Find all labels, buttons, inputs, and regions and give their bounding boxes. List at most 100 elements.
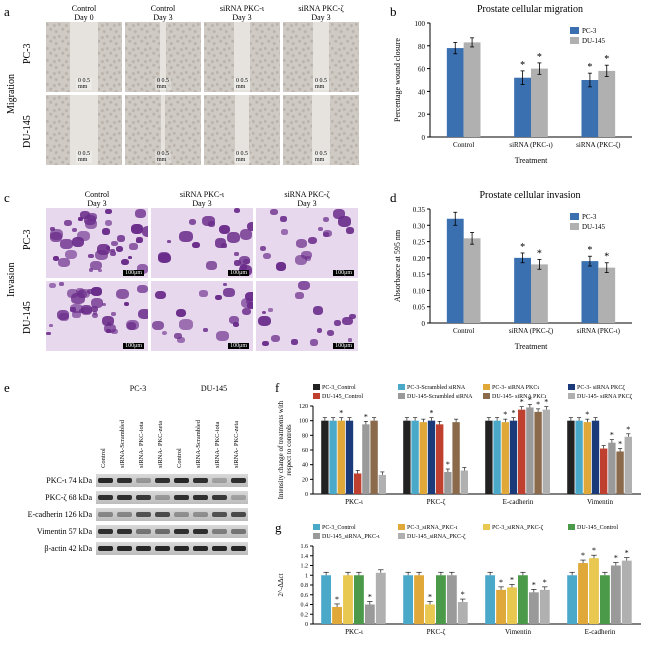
svg-text:0.8: 0.8: [301, 583, 309, 589]
svg-text:PC-3_Control: PC-3_Control: [322, 385, 356, 391]
svg-text:80: 80: [418, 43, 426, 51]
svg-text:respect to controls: respect to controls: [285, 424, 293, 476]
svg-text:*: *: [368, 593, 372, 602]
svg-text:PKC-ζ: PKC-ζ: [427, 498, 446, 506]
svg-text:1.2: 1.2: [301, 564, 309, 570]
inv-cell: 100μm: [151, 208, 253, 278]
inv-col-head: ControlDay 3: [46, 190, 148, 208]
svg-text:Intensity change of treatments: Intensity change of treatments with: [277, 400, 285, 499]
svg-text:siRNA (PKC-ζ): siRNA (PKC-ζ): [576, 141, 621, 149]
svg-text:*: *: [592, 546, 596, 555]
mig-cell: 0 0.5mm: [204, 22, 280, 92]
svg-text:0.25: 0.25: [413, 239, 426, 247]
svg-text:PC-3- siRNA PKCζ: PC-3- siRNA PKCζ: [577, 384, 625, 391]
panel-label-b: b: [390, 4, 397, 20]
svg-text:DU-145: DU-145: [582, 223, 605, 231]
chart-d-title: Prostate cellular invasion: [420, 190, 640, 201]
blot-lane: [96, 542, 115, 555]
mig-cell: 0 0.5mm: [204, 95, 280, 165]
panel-a-migration: a Migration PC-3 DU-145 ControlDay 0Cont…: [4, 4, 374, 184]
svg-text:siRNA (PKC-ι): siRNA (PKC-ι): [509, 141, 553, 149]
mig-col-head: siRNA PKC-ιDay 3: [204, 4, 280, 22]
svg-text:2^-ΔΔct: 2^-ΔΔct: [277, 573, 285, 596]
blot-row: PKC-ζ 68 kDa: [4, 491, 248, 504]
svg-text:1: 1: [305, 573, 308, 579]
blot-lane: [153, 542, 172, 555]
invasion-side-label: Invasion: [6, 250, 17, 310]
svg-text:100: 100: [299, 419, 308, 425]
mig-cell: 0 0.5mm: [125, 22, 201, 92]
svg-text:*: *: [585, 410, 589, 419]
svg-text:80: 80: [302, 433, 308, 439]
svg-text:0.6: 0.6: [301, 593, 309, 599]
lane-header: siRNA-Scrambled: [195, 398, 214, 468]
svg-text:*: *: [520, 242, 525, 253]
svg-text:DU-145-Scrambled siRNA: DU-145-Scrambled siRNA: [407, 394, 473, 400]
blot-lane: [172, 525, 191, 538]
blot-lane: [191, 542, 210, 555]
blot-lane: [153, 508, 172, 521]
svg-text:PKC-ζ: PKC-ζ: [427, 628, 446, 636]
panel-b-chart: b Prostate cellular migration 0204060801…: [390, 4, 640, 174]
svg-text:*: *: [339, 409, 343, 418]
chart-b-svg: 020406080100Percentage wound closureTrea…: [390, 15, 640, 165]
svg-text:60: 60: [418, 66, 426, 74]
blot-lane: [115, 508, 134, 521]
inv-grid: 100μm100μm100μm100μm100μm100μm: [46, 208, 358, 351]
mig-cell: 0 0.5mm: [46, 95, 122, 165]
chart-b-title: Prostate cellular migration: [420, 4, 640, 15]
svg-text:*: *: [610, 431, 614, 440]
panel-label-f: f: [275, 380, 279, 396]
svg-text:*: *: [364, 412, 368, 421]
panel-f-chart: f 020406080100120Intensity change of tre…: [275, 380, 645, 510]
svg-text:*: *: [428, 593, 432, 602]
lane-header: siRNA- PKC-zeta: [157, 398, 176, 468]
scale-bar: 0 0.5mm: [155, 151, 171, 163]
svg-text:PKC-ι: PKC-ι: [345, 498, 363, 506]
blot-lane: [229, 474, 248, 487]
svg-text:*: *: [543, 578, 547, 587]
inv-col-head: siRNA PKC-ζDay 3: [256, 190, 358, 208]
scale-bar: 0 0.5mm: [234, 151, 250, 163]
svg-text:DU-145: DU-145: [582, 37, 605, 45]
blot-lane: [96, 474, 115, 487]
svg-text:20: 20: [418, 111, 426, 119]
scale-bar: 0 0.5mm: [76, 78, 92, 90]
svg-text:Treatment: Treatment: [515, 156, 548, 165]
svg-text:PC-3-Scrambled siRNA: PC-3-Scrambled siRNA: [407, 385, 466, 391]
svg-text:PKC-ι: PKC-ι: [345, 628, 363, 636]
svg-text:*: *: [335, 595, 339, 604]
svg-text:100: 100: [415, 20, 426, 28]
blot-row: β-actin 42 kDa: [4, 542, 248, 555]
svg-text:0.10: 0.10: [413, 287, 426, 295]
blot-lane: [115, 525, 134, 538]
blot-label: Vimentin 57 kDa: [4, 527, 96, 536]
blot-row: Vimentin 57 kDa: [4, 525, 248, 538]
svg-text:Absorbance at 595 nm: Absorbance at 595 nm: [393, 229, 402, 302]
blot-lane: [172, 491, 191, 504]
blot-lane: [96, 491, 115, 504]
blot-lane: [96, 525, 115, 538]
row-label-pc3: PC-3: [22, 34, 33, 74]
blot-lane: [210, 491, 229, 504]
scale-bar: 100μm: [123, 270, 144, 276]
blot-lane: [210, 525, 229, 538]
svg-text:PC-3: PC-3: [582, 27, 597, 35]
blot-lane: [134, 542, 153, 555]
svg-text:40: 40: [302, 463, 308, 469]
svg-text:0.4: 0.4: [301, 603, 309, 609]
panel-label-e: e: [4, 380, 10, 396]
panel-label-g: g: [275, 520, 282, 536]
svg-text:*: *: [461, 590, 465, 599]
panel-g-chart: g 00.20.40.60.811.21.41.62^-ΔΔct**PKC-ι*…: [275, 520, 645, 645]
svg-text:DU-145- siRNA PKCι: DU-145- siRNA PKCι: [492, 394, 547, 400]
scale-bar: 0 0.5mm: [313, 151, 329, 163]
blot-lane: [210, 508, 229, 521]
row-label-du145-c: DU-145: [22, 295, 33, 340]
blot-lane: [191, 474, 210, 487]
panel-d-chart: d Prostate cellular invasion 00.050.100.…: [390, 190, 640, 360]
svg-text:DU-145_siRNA_PKC-ζ: DU-145_siRNA_PKC-ζ: [407, 533, 466, 540]
svg-text:Percentage wound closure: Percentage wound closure: [393, 38, 402, 122]
lane-header: siRNA-Scrambled: [119, 398, 138, 468]
chart-d-svg: 00.050.100.150.200.250.300.35Absorbance …: [390, 201, 640, 351]
